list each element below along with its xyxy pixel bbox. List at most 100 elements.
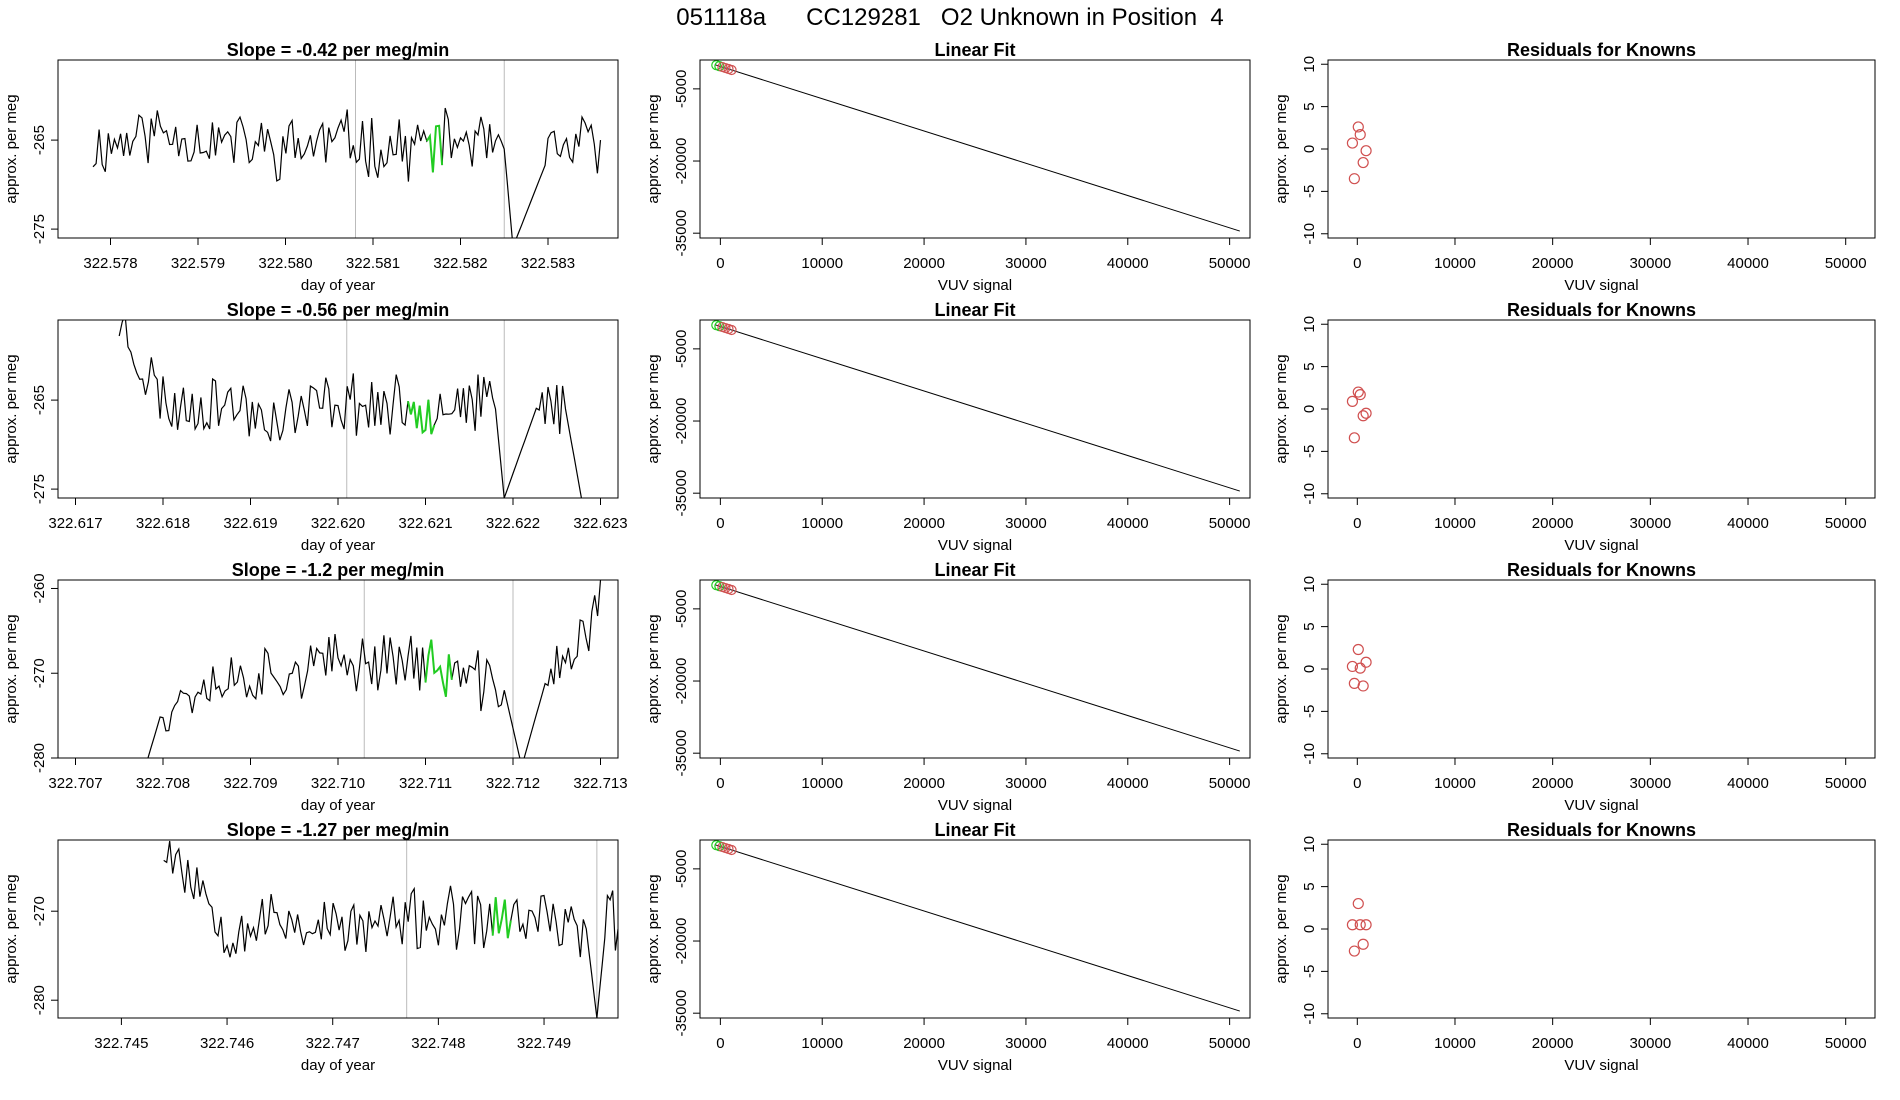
x-tick-label: 0: [716, 515, 724, 532]
plot-area: [1346, 121, 1372, 185]
plot-area: [711, 60, 1240, 232]
residual-point: [1348, 432, 1360, 444]
x-tick-label: 322.747: [306, 1035, 360, 1052]
x-axis-label: VUV signal: [1564, 1057, 1638, 1074]
x-tick-label: 322.618: [136, 515, 190, 532]
x-tick-label: 20000: [903, 775, 945, 792]
y-tick-label: 10: [1301, 576, 1318, 593]
highlight-segment: [491, 897, 512, 939]
fit-point: [726, 64, 737, 76]
x-axis-label: VUV signal: [938, 537, 1012, 554]
x-tick-label: 30000: [1005, 1035, 1047, 1052]
y-tick-label: -5: [1301, 705, 1318, 718]
x-axis-label: VUV signal: [1564, 537, 1638, 554]
timeseries-1-panel: Slope = -0.42 per meg/min day of year appr…: [3, 40, 619, 294]
x-tick-label: 0: [1353, 515, 1361, 532]
residual-point: [1357, 680, 1369, 692]
y-tick-label: -270: [31, 896, 48, 926]
y-tick-label: 5: [1301, 882, 1318, 890]
y-tick-label: 5: [1301, 622, 1318, 630]
y-axis-label: approx. per meg: [3, 874, 20, 983]
y-axis-label: approx. per meg: [3, 94, 20, 203]
x-axis-label: day of year: [301, 277, 375, 294]
panel-title: Residuals for Knowns: [1507, 560, 1696, 580]
x-tick-label: 30000: [1629, 1035, 1671, 1052]
timeseries-trace: [163, 840, 618, 1018]
x-tick-label: 50000: [1825, 775, 1867, 792]
x-axis-label: day of year: [301, 797, 375, 814]
x-tick-label: 322.748: [411, 1035, 465, 1052]
residual-point: [1357, 410, 1369, 422]
y-tick-label: 5: [1301, 102, 1318, 110]
fit-1-panel: Linear Fit VUV signal approx. per meg 0 1000…: [645, 40, 1251, 294]
x-tick-label: 30000: [1629, 255, 1671, 272]
timeseries-2-panel: Slope = -0.56 per meg/min day of year appr…: [3, 300, 628, 554]
panel-title: Residuals for Knowns: [1507, 300, 1696, 320]
y-tick-label: 0: [1301, 665, 1318, 673]
x-tick-label: 10000: [1434, 1035, 1476, 1052]
panel-title: Linear Fit: [934, 300, 1015, 320]
x-tick-label: 30000: [1629, 775, 1671, 792]
y-axis-label: approx. per meg: [645, 354, 662, 463]
x-tick-label: 322.581: [346, 255, 400, 272]
y-tick-label: -35000: [673, 730, 690, 777]
panel-title: Residuals for Knowns: [1507, 40, 1696, 60]
x-tick-label: 322.579: [171, 255, 225, 272]
x-tick-label: 30000: [1005, 255, 1047, 272]
x-tick-label: 322.578: [83, 255, 137, 272]
plot-area: [1346, 643, 1372, 692]
y-axis-label: approx. per meg: [645, 94, 662, 203]
x-tick-label: 20000: [903, 1035, 945, 1052]
plot-frame: [699, 319, 1251, 499]
plot-area: [1346, 386, 1372, 444]
plot-frame: [57, 59, 619, 239]
y-tick-label: -5: [1301, 185, 1318, 198]
timeseries-trace: [147, 580, 602, 758]
y-tick-label: -280: [31, 743, 48, 773]
timeseries-3-panel: Slope = -1.2 per meg/min day of year appro…: [3, 560, 628, 814]
residual-point: [1360, 407, 1372, 419]
x-tick-label: 322.622: [486, 515, 540, 532]
x-tick-label: 0: [716, 1035, 724, 1052]
y-tick-label: -265: [31, 125, 48, 155]
x-tick-label: 322.617: [48, 515, 102, 532]
y-tick-label: -5000: [673, 330, 690, 368]
y-tick-label: 10: [1301, 316, 1318, 333]
timeseries-trace: [118, 320, 583, 498]
y-tick-label: -20000: [673, 658, 690, 705]
plot-area: [711, 840, 1240, 1012]
x-tick-label: 50000: [1209, 775, 1251, 792]
residual-point: [1357, 938, 1369, 950]
plot-area: [118, 320, 583, 498]
x-tick-label: 0: [716, 775, 724, 792]
y-axis-label: approx. per meg: [645, 614, 662, 723]
x-axis-label: VUV signal: [938, 797, 1012, 814]
x-axis-label: VUV signal: [938, 277, 1012, 294]
residual-point: [1346, 395, 1359, 407]
panel-title: Slope = -0.42 per meg/min: [227, 40, 450, 60]
plot-frame: [699, 579, 1251, 759]
x-tick-label: 20000: [1532, 1035, 1574, 1052]
residual-point: [1346, 137, 1359, 149]
panel-title: Linear Fit: [934, 560, 1015, 580]
residual-point: [1352, 386, 1364, 398]
x-tick-label: 10000: [801, 1035, 843, 1052]
residual-point: [1360, 919, 1372, 931]
x-tick-label: 20000: [903, 515, 945, 532]
y-tick-label: -10: [1301, 743, 1318, 765]
fit-2-panel: Linear Fit VUV signal approx. per meg 0 1000…: [645, 300, 1251, 554]
x-tick-label: 40000: [1727, 1035, 1769, 1052]
x-tick-label: 322.709: [223, 775, 277, 792]
residual-point: [1354, 919, 1366, 931]
x-tick-label: 40000: [1727, 515, 1769, 532]
residual-point: [1346, 660, 1359, 673]
x-tick-label: 0: [1353, 775, 1361, 792]
panel-title: Slope = -1.27 per meg/min: [227, 820, 450, 840]
residuals-4-panel: Residuals for Knowns VUV signal approx. pe…: [1273, 820, 1876, 1074]
y-tick-label: 0: [1301, 145, 1318, 153]
x-tick-label: 50000: [1825, 1035, 1867, 1052]
x-tick-label: 10000: [1434, 515, 1476, 532]
x-tick-label: 50000: [1209, 255, 1251, 272]
plot-frame: [57, 579, 619, 759]
x-tick-label: 50000: [1825, 515, 1867, 532]
